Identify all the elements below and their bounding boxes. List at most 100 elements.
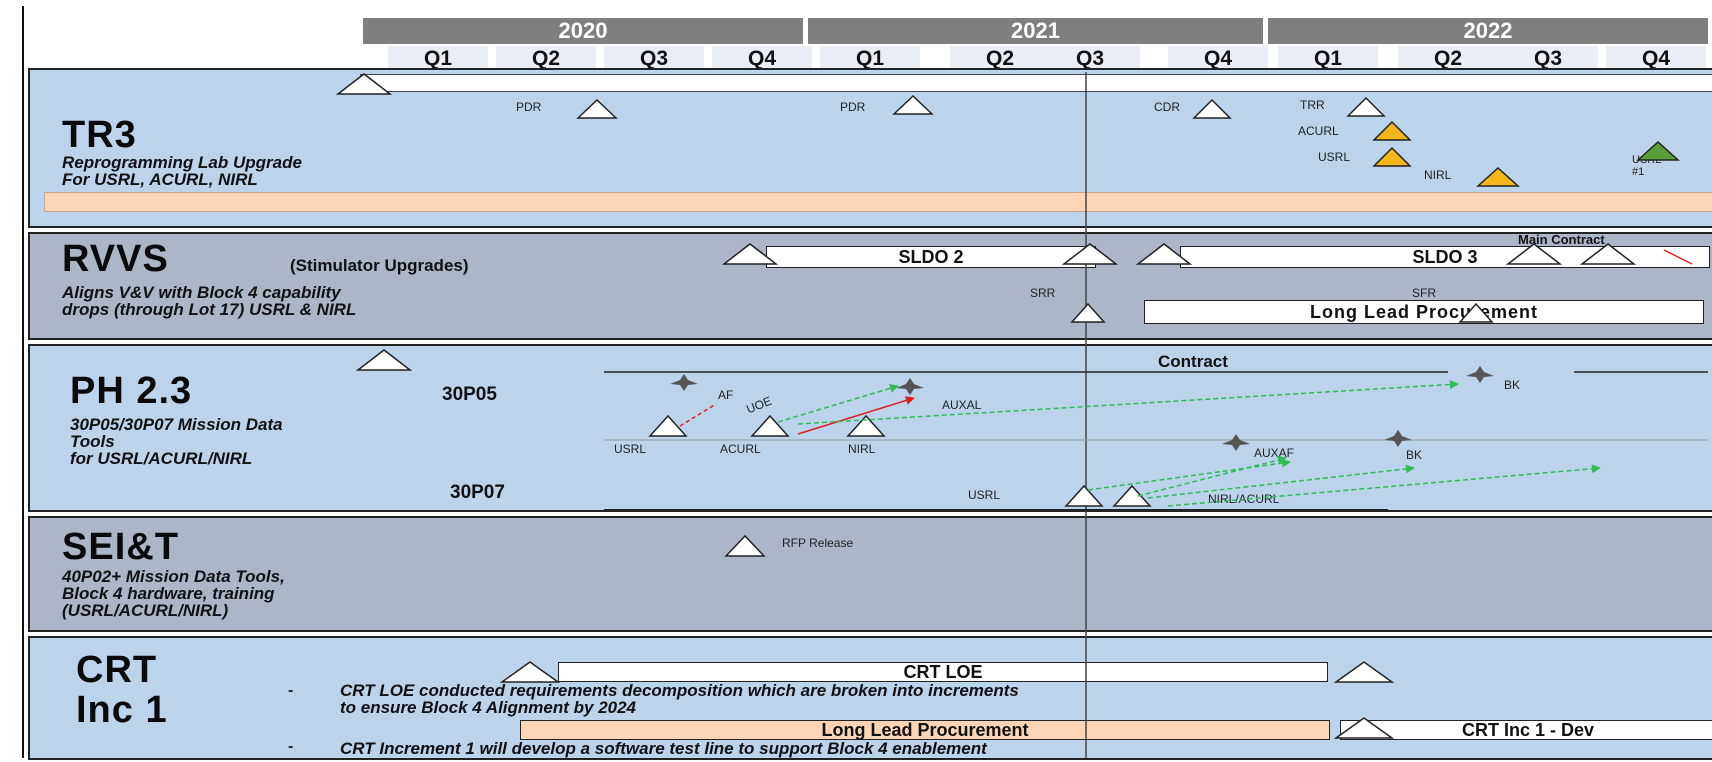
arrow-red [797, 396, 915, 435]
lane-tr3: TR3 Reprogramming Lab Upgrade For USRL, … [28, 68, 1712, 228]
milestone-label-pdr: PDR [516, 100, 542, 114]
milestone-label-sfr: SFR [1412, 286, 1436, 300]
lane-title: RVVS [62, 238, 169, 280]
triangle-milestone [1112, 484, 1152, 507]
sldo2-bar: SLDO 2 [766, 246, 1096, 268]
roadmap-frame: 2020 2021 2022 Q1 Q2 Q3 Q4 Q1 Q2 Q3 Q4 Q… [8, 6, 1712, 760]
arrow-green [777, 384, 899, 423]
jet-icon [896, 378, 924, 395]
lane-title: CRT Inc 1 [76, 649, 168, 731]
lane-subtitle: 30P05/30P07 Mission Data Tools for USRL/… [70, 415, 283, 468]
crt-bullet-2: CRT Increment 1 will develop a software … [340, 739, 987, 758]
lane-title: SEI&T [62, 526, 179, 568]
triangle-milestone-gold [1476, 166, 1520, 187]
contract-label: Contract [1158, 352, 1228, 371]
milestone-label-nirl: NIRL [1424, 168, 1452, 182]
triangle-milestone-gold [1372, 120, 1412, 141]
triangle-milestone [1579, 243, 1637, 265]
milestone-label-usrl: USRL [614, 442, 647, 456]
year-2022: 2022 [1268, 18, 1708, 44]
jet-icon [670, 374, 698, 391]
quarter-2022-q4: Q4 [1606, 46, 1706, 72]
triangle-milestone [1458, 302, 1494, 323]
bullet-marker: - [288, 682, 294, 699]
triangle-milestone [576, 98, 618, 119]
row-label-30p07: 30P07 [450, 482, 505, 503]
milestone-label-pdr: PDR [840, 100, 866, 114]
bullet-marker: - [288, 738, 294, 755]
triangle-milestone [846, 414, 886, 437]
jet-label-bk: BK [1406, 448, 1423, 462]
milestone-label-acurl: ACURL [1298, 124, 1339, 138]
milestone-label-trr: TRR [1300, 98, 1325, 112]
milestone-label-cdr: CDR [1154, 100, 1180, 114]
year-2020: 2020 [363, 18, 803, 44]
arrow-green [1167, 464, 1601, 507]
crt-long-lead-procurement-bar: Long Lead Procurement [520, 720, 1330, 740]
row-label-30p05: 30P05 [442, 384, 497, 405]
quarter-2020-q2: Q2 [496, 46, 596, 72]
quarter-2020-q1: Q1 [388, 46, 488, 72]
triangle-milestone [499, 661, 561, 683]
crt-bullet-1: CRT LOE conducted requirements decomposi… [340, 681, 1019, 717]
triangle-milestone [721, 243, 779, 265]
triangle-milestone [1346, 96, 1386, 117]
triangle-milestone [1333, 661, 1395, 683]
quarter-2020-q3: Q3 [604, 46, 704, 72]
triangle-milestone [1070, 302, 1106, 323]
triangle-milestone [1333, 717, 1395, 739]
year-2021: 2021 [808, 18, 1263, 44]
triangle-milestone [1505, 243, 1563, 265]
lane-subtitle: Reprogramming Lab Upgrade For USRL, ACUR… [62, 153, 302, 189]
milestone-label-srr: SRR [1030, 286, 1056, 300]
arrow-green [1087, 458, 1291, 491]
lane-seit: SEI&T 40P02+ Mission Data Tools, Block 4… [28, 516, 1712, 632]
frame-left-border [22, 6, 24, 758]
jet-label-auxal: AUXAL [942, 398, 982, 412]
quarter-2020-q4: Q4 [712, 46, 812, 72]
milestone-label-usrl: USRL [1318, 150, 1351, 164]
arrow-green [1147, 464, 1415, 499]
milestone-label-rfp-release: RFP Release [782, 536, 854, 550]
lane-title: PH 2.3 [70, 370, 193, 412]
quarter-2021-q2: Q2 [950, 46, 1050, 72]
jet-icon [1466, 366, 1494, 383]
arrow-green [797, 379, 1459, 425]
triangle-milestone [335, 73, 393, 95]
triangle-milestone [892, 94, 934, 115]
lane-subtitle: Aligns V&V with Block 4 capability drops… [62, 283, 357, 319]
jet-icons [670, 366, 1494, 451]
milestone-label-acurl: ACURL [720, 442, 761, 456]
lane-title-note: (Stimulator Upgrades) [290, 256, 469, 275]
triangle-milestone [750, 414, 790, 437]
lane-subtitle: 40P02+ Mission Data Tools, Block 4 hardw… [62, 567, 285, 620]
quarter-2021-q4: Q4 [1168, 46, 1268, 72]
milestone-label-usrl-30p07: USRL [968, 488, 1001, 502]
triangle-milestone [724, 534, 766, 557]
crt-loe-bar: CRT LOE [558, 662, 1328, 682]
triangle-milestone [1061, 243, 1119, 265]
lane-title: TR3 [62, 114, 137, 156]
triangle-milestone-green [1636, 140, 1680, 161]
triangle-milestone [648, 414, 688, 437]
milestone-overlay [335, 72, 1708, 758]
sldo3-bar: SLDO 3 [1180, 246, 1710, 268]
crt-inc1-dev-bar: CRT Inc 1 - Dev [1340, 720, 1712, 740]
triangle-milestone [355, 349, 413, 371]
jet-label-af: AF [718, 388, 734, 402]
quarter-2021-q3: Q3 [1040, 46, 1140, 72]
jet-icon [1222, 434, 1250, 451]
milestone-label-nirl: NIRL [848, 442, 876, 456]
jet-icon [1384, 430, 1412, 447]
arrow-green [1137, 455, 1287, 497]
arrow-red [679, 403, 717, 427]
main-contract-label: Main Contract [1518, 232, 1605, 247]
arrow-red [1663, 249, 1693, 265]
tr3-progress-bar [44, 192, 1712, 212]
triangle-milestone-gold [1372, 146, 1412, 167]
quarter-2022-q1: Q1 [1278, 46, 1378, 72]
triangle-milestone [1064, 484, 1104, 507]
lane-crt: CRT Inc 1 CRT LOE - CRT LOE conducted re… [28, 636, 1712, 760]
triangle-milestone [1192, 98, 1232, 119]
quarter-2022-q3: Q3 [1498, 46, 1598, 72]
